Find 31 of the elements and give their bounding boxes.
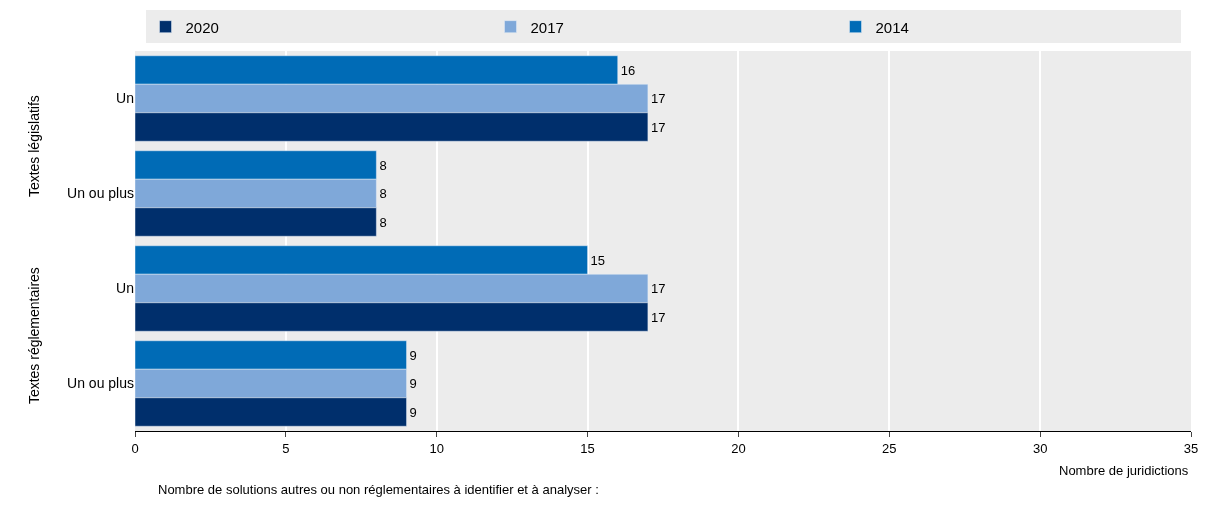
data-label: 9 xyxy=(409,347,417,363)
data-label: 17 xyxy=(650,91,666,106)
x-axis-title: Nombre de juridictions xyxy=(1059,463,1189,478)
data-label: 8 xyxy=(379,157,387,173)
data-label: 9 xyxy=(409,404,417,420)
legend-label: 2017 xyxy=(530,18,564,36)
data-label: 15 xyxy=(590,252,606,268)
x-tick-label: 25 xyxy=(882,440,897,456)
data-label: 17 xyxy=(650,309,666,325)
text: Nombre de solutions autres ou non réglementaires à identifier et à analyser : xyxy=(158,482,599,497)
x-tick-label: 10 xyxy=(429,440,444,456)
x-tick-label: 0 xyxy=(131,440,139,456)
y-tick-label: Un xyxy=(116,280,134,297)
data-label: 9 xyxy=(409,376,417,391)
data-label: 8 xyxy=(379,214,387,230)
text: Textes réglementaires xyxy=(26,267,43,405)
y-tick-label: Un ou plus xyxy=(67,185,134,202)
text: Textes législatifs xyxy=(26,95,43,198)
data-label: 17 xyxy=(650,281,666,296)
x-tick-label: 30 xyxy=(1032,440,1048,456)
legend-label: 2014 xyxy=(875,18,909,36)
x-tick-label: 20 xyxy=(731,440,746,456)
y-tick-label: Un xyxy=(116,90,134,107)
x-tick-label: 15 xyxy=(580,440,595,456)
data-label: 17 xyxy=(650,119,666,135)
x-tick-label: 35 xyxy=(1183,440,1199,456)
data-label: 8 xyxy=(379,186,387,201)
x-tick-label: 5 xyxy=(282,440,290,456)
y-tick-label: Un ou plus xyxy=(67,375,134,392)
legend-label: 2020 xyxy=(185,18,219,36)
data-label: 16 xyxy=(620,62,636,78)
